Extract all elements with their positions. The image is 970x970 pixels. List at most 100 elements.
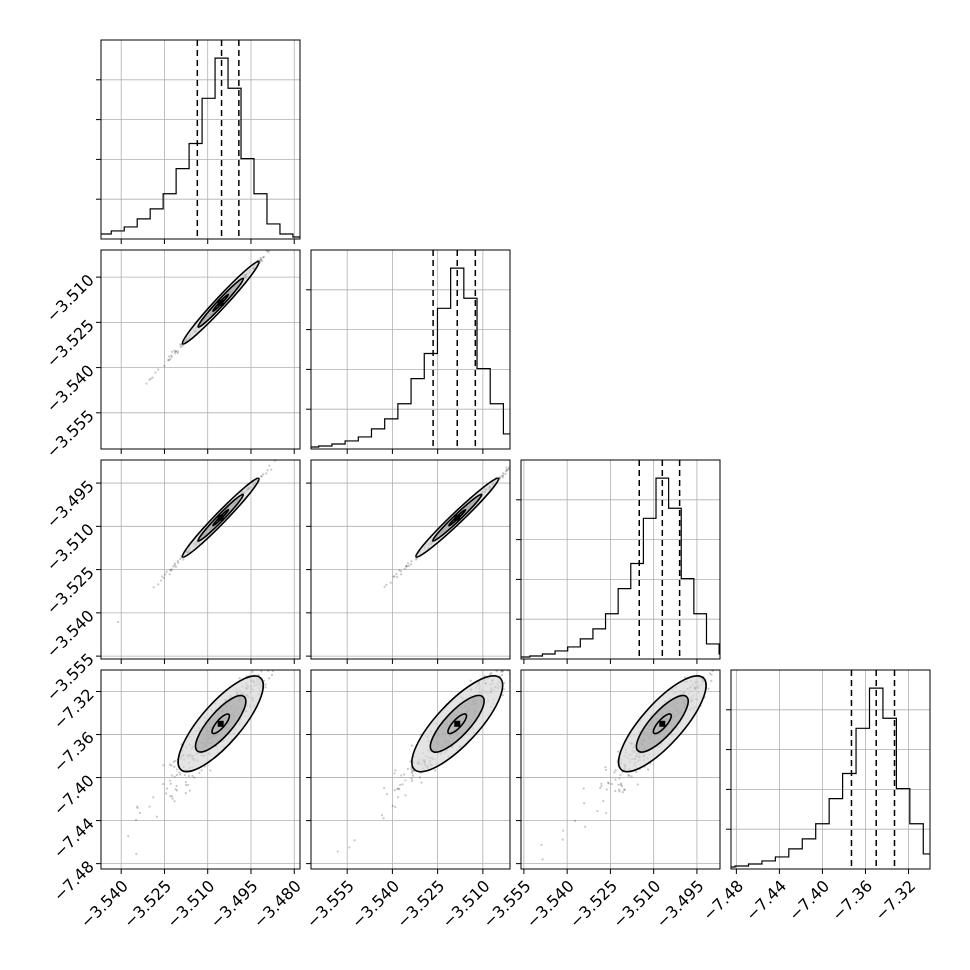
sample-point [617,783,620,786]
sample-point [393,789,396,792]
sample-point [513,665,515,667]
sample-point [526,651,528,653]
sample-point [297,645,299,647]
scatter-panel-2-0 [96,450,301,664]
sample-point [170,795,173,798]
sample-point [148,805,151,808]
samples [117,450,284,623]
sample-point [260,260,264,263]
y-tick-label: −3.525 [42,316,97,371]
axes-frame [520,669,721,870]
sample-point [135,805,139,808]
y-tick-label: −3.495 [42,476,97,531]
sample-point [519,455,521,457]
sample-point [719,663,721,665]
sample-point [160,575,164,578]
sample-point [165,787,169,790]
sample-point [420,781,423,784]
sample-point [260,258,263,261]
sample-point [604,768,608,771]
sample-point [614,789,617,793]
sample-point [184,783,188,787]
y-tick-label: −3.555 [42,406,97,461]
sample-point [610,782,613,786]
sample-point [405,565,408,568]
sample-point [200,769,203,772]
sample-point [502,681,506,685]
sample-point [411,772,414,775]
sample-point [259,258,262,261]
sample-point [501,476,505,479]
sample-point [271,670,274,673]
sample-point [257,656,259,658]
sample-point [724,645,726,647]
axes-frame [730,669,931,870]
sample-point [734,638,736,640]
sample-point [385,792,388,796]
sample-point [582,787,585,790]
sample-point [164,792,168,795]
scatter-panel-1-0 [96,246,301,454]
sample-point [238,677,241,680]
sample-point [175,784,178,787]
sample-point [170,568,174,571]
sample-point [720,661,722,663]
sample-point [399,570,403,573]
sample-point [173,562,177,565]
sample-point [272,246,274,248]
sample-point [731,641,733,643]
x-tick-label: −7.44 [742,876,790,924]
sample-point [541,858,544,861]
histogram-panel-3 [726,669,931,874]
sample-point [533,442,535,444]
sample-point [628,774,631,777]
sample-point [145,382,148,385]
sample-point [274,648,276,650]
sample-point [174,350,177,353]
sample-point [262,256,265,259]
y-tick-label: −7.36 [50,728,98,776]
axes-frame [100,39,301,240]
sample-point [620,782,623,785]
sample-point [583,802,586,805]
axes-frame [100,459,301,660]
sample-point [380,814,384,817]
density-contour [652,713,673,735]
sample-point [607,782,610,785]
y-tick-label: −7.44 [50,814,98,862]
sample-point [406,562,410,565]
x-tick-label: −3.540 [348,876,403,931]
sample-point [262,255,265,258]
sample-point [157,583,160,586]
sample-point [623,788,626,791]
sample-point [169,358,172,361]
samples [540,638,736,861]
sample-point [514,461,516,463]
sample-point [157,368,160,371]
sample-point [260,475,263,478]
sample-point [262,661,264,663]
sample-point [149,377,152,380]
sample-point [173,800,176,803]
sample-point [511,666,513,668]
sample-point [266,469,269,472]
density-contour [194,694,247,753]
sample-point [576,404,578,406]
sample-point [282,450,284,452]
sample-point [604,766,607,769]
sample-point [173,765,176,768]
sample-point [167,358,170,362]
histogram-panel-0 [96,39,301,244]
density-peak [217,720,224,727]
sample-point [504,472,507,475]
sample-point [527,449,529,451]
sample-point [734,644,736,646]
density-contour [617,675,707,773]
sample-point [708,653,710,655]
sample-point [405,564,408,568]
sample-point [573,819,577,823]
density-contour [177,675,265,773]
sample-point [191,774,194,778]
sample-point [171,797,174,800]
